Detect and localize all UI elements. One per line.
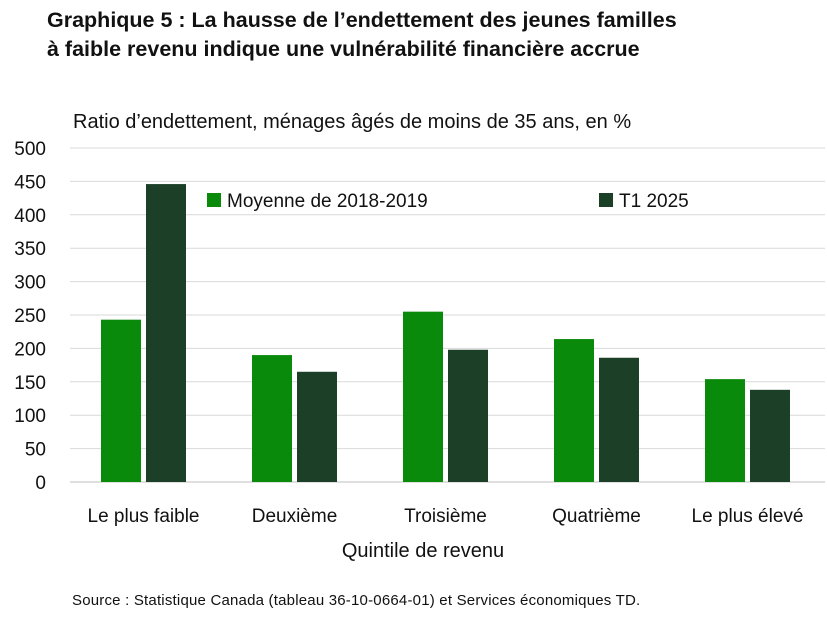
y-tick-label: 350 [14, 239, 46, 260]
chart-title-line-1: Graphique 5 : La hausse de l’endettement… [47, 8, 677, 32]
chart-title-line-2: à faible revenu indique une vulnérabilit… [47, 37, 640, 61]
legend-label: T1 2025 [619, 191, 689, 212]
y-tick-label: 0 [35, 473, 46, 494]
x-tick-label: Le plus faible [88, 506, 200, 527]
bar [554, 339, 594, 482]
legend-swatch [599, 193, 613, 207]
bar [146, 184, 186, 482]
chart-title: Graphique 5 : La hausse de l’endettement… [47, 6, 817, 64]
y-tick-label: 250 [14, 306, 46, 327]
bar [599, 357, 639, 482]
x-tick-label: Deuxième [252, 506, 338, 527]
x-tick-label: Troisième [404, 506, 487, 527]
y-tick-label: 150 [14, 373, 46, 394]
bar [403, 311, 443, 482]
y-tick-label: 500 [14, 139, 46, 160]
y-tick-label: 300 [14, 273, 46, 294]
source-note: Source : Statistique Canada (tableau 36-… [72, 592, 641, 609]
bar [705, 379, 745, 482]
legend-label: Moyenne de 2018-2019 [227, 191, 428, 212]
y-tick-label: 400 [14, 206, 46, 227]
x-tick-label: Quatrième [552, 506, 641, 527]
chart-subtitle: Ratio d’endettement, ménages âgés de moi… [73, 111, 632, 133]
x-axis-title: Quintile de revenu [342, 540, 504, 562]
bar [101, 319, 141, 482]
y-tick-label: 200 [14, 339, 46, 360]
bar [297, 371, 337, 482]
legend-swatch [207, 193, 221, 207]
x-tick-label: Le plus élevé [692, 506, 804, 527]
y-tick-label: 450 [14, 172, 46, 193]
y-tick-label: 50 [25, 440, 46, 461]
bar [252, 355, 292, 482]
bar [750, 389, 790, 482]
bar [448, 349, 488, 482]
y-tick-label: 100 [14, 406, 46, 427]
